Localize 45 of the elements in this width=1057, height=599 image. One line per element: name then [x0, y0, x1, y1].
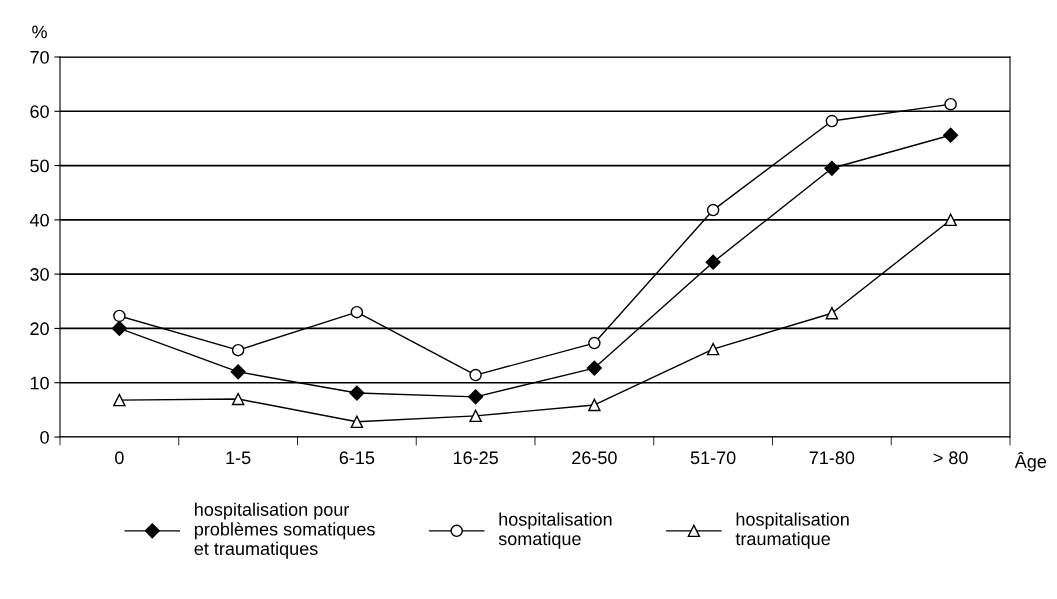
point [113, 309, 126, 323]
point [113, 393, 126, 407]
y-tick-label: 70 [30, 50, 49, 64]
x-tick-label: 51-70 [690, 451, 736, 465]
y-tick-label: 40 [29, 213, 49, 227]
x-tick-label: 1-5 [226, 451, 251, 465]
x-tick-label: 71-80 [809, 451, 855, 465]
point [231, 392, 245, 406]
x-tick-label: 6-15 [339, 451, 375, 465]
legend-label: hospitalisation traumatique [735, 512, 849, 549]
legend-label: hospitalisation somatique [498, 512, 612, 549]
y-axis-title: % [32, 25, 47, 39]
point [349, 385, 365, 401]
point [705, 254, 721, 270]
point [231, 343, 245, 357]
point [824, 160, 840, 176]
x-tick-label: 26-50 [572, 451, 617, 465]
x-axis-title: Âge [1014, 451, 1047, 472]
x-tick-label: 16-25 [453, 451, 498, 465]
legend-label: hospitalisation pour problèmes somatiques et traumatiques [194, 502, 375, 559]
x-tick-label: 0 [115, 451, 124, 465]
point [469, 368, 482, 382]
point [350, 305, 364, 319]
x-tick-label: > 80 [933, 451, 968, 465]
point [706, 203, 720, 217]
point [111, 320, 127, 336]
y-tick-label: 20 [30, 322, 49, 336]
point [468, 389, 484, 405]
y-tick-label: 10 [30, 376, 49, 390]
point [469, 409, 482, 423]
point [586, 360, 602, 376]
point [230, 364, 246, 380]
point [588, 398, 601, 412]
point [825, 114, 839, 128]
point [825, 306, 839, 320]
y-tick-label: 30 [30, 268, 49, 281]
y-tick-label: 0 [40, 430, 49, 444]
y-tick-label: 60 [30, 105, 49, 119]
point [706, 342, 720, 356]
point [944, 213, 957, 227]
point [943, 127, 959, 143]
point [588, 336, 601, 350]
point [350, 415, 364, 429]
point [944, 97, 957, 111]
y-tick-label: 50 [30, 159, 49, 173]
